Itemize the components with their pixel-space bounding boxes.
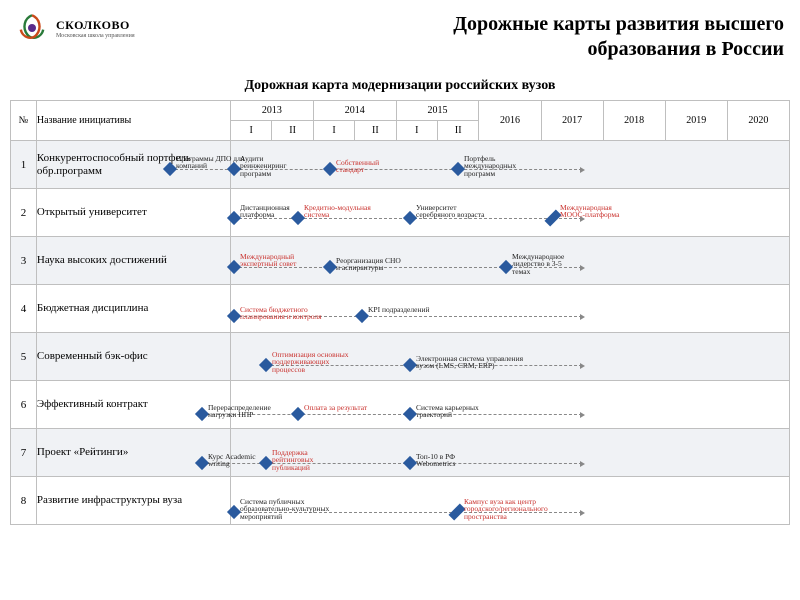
row-name: Конкурентоспособный портфель обр.програм… [36,141,230,189]
timeline-cell [230,333,789,381]
timeline-cell [230,429,789,477]
table-row: 6 Эффективный контракт [11,381,790,429]
row-name: Наука высоких достижений [36,237,230,285]
row-num: 8 [11,477,37,525]
col-header-2014: 2014 [313,101,396,121]
table-row: 8 Развитие инфраструктуры вуза [11,477,790,525]
col-header-2018: 2018 [603,101,665,141]
table-row: 4 Бюджетная дисциплина [11,285,790,333]
col-header-2019: 2019 [665,101,727,141]
org-name: СКОЛКОВО [56,18,135,33]
timeline-cell [230,189,789,237]
row-name: Открытый университет [36,189,230,237]
skolkovo-logo-icon [16,12,48,44]
table-row: 1 Конкурентоспособный портфель обр.прогр… [11,141,790,189]
row-num: 2 [11,189,37,237]
col-header-2013: 2013 [230,101,313,121]
row-num: 1 [11,141,37,189]
row-num: 7 [11,429,37,477]
row-num: 3 [11,237,37,285]
row-num: 5 [11,333,37,381]
timeline-cell [230,141,789,189]
col-header-num: № [11,101,37,141]
timeline-cell [230,381,789,429]
timeline-cell [230,477,789,525]
page-title: Дорожные карты развития высшего образова… [135,12,784,62]
table-row: 2 Открытый университет [11,189,790,237]
row-name: Современный бэк-офис [36,333,230,381]
timeline-cell [230,285,789,333]
row-name: Развитие инфраструктуры вуза [36,477,230,525]
timeline-cell [230,237,789,285]
col-header-2016: 2016 [479,101,541,141]
col-header-2020: 2020 [727,101,789,141]
row-num: 4 [11,285,37,333]
page-subtitle: Дорожная карта модернизации российских в… [0,78,800,94]
roadmap-table-wrap: № Название инициативы 2013 2014 2015 201… [10,100,790,525]
table-row: 5 Современный бэк-офис [11,333,790,381]
row-num: 6 [11,381,37,429]
row-name: Бюджетная дисциплина [36,285,230,333]
row-name: Эффективный контракт [36,381,230,429]
org-subtitle: Московская школа управления [56,33,135,39]
logo-block: СКОЛКОВО Московская школа управления [16,12,135,44]
roadmap-table: № Название инициативы 2013 2014 2015 201… [10,100,790,525]
table-row: 7 Проект «Рейтинги» [11,429,790,477]
table-row: 3 Наука высоких достижений [11,237,790,285]
col-header-2015: 2015 [396,101,479,121]
col-header-name: Название инициативы [36,101,230,141]
col-header-2017: 2017 [541,101,603,141]
row-name: Проект «Рейтинги» [36,429,230,477]
